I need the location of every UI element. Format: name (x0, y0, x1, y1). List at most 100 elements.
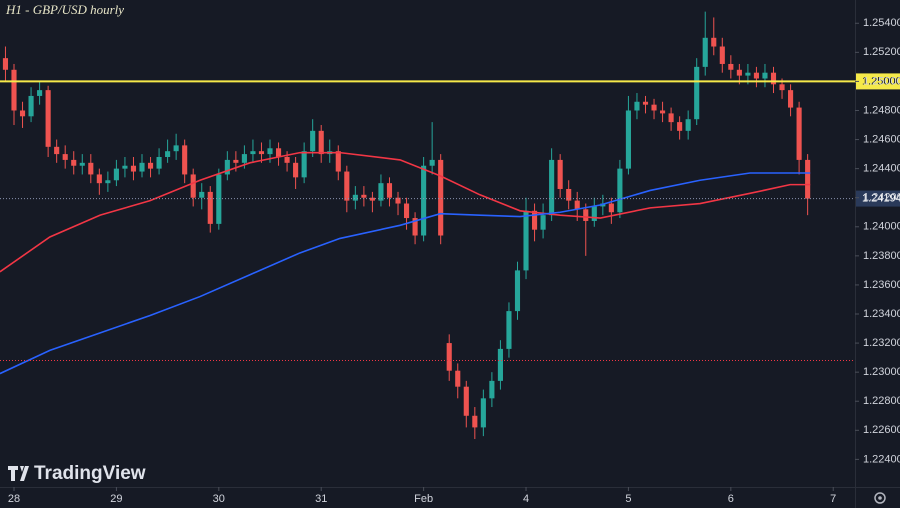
candle-body (753, 72, 759, 79)
candle-body (531, 210, 538, 230)
y-tick-label: 1.24200 (863, 192, 900, 204)
candle-body (250, 151, 256, 155)
y-tick-label: 1.23800 (863, 250, 900, 262)
candle-body (506, 311, 512, 349)
candle-body (352, 194, 358, 201)
candle-body (37, 90, 43, 96)
candle-body (651, 104, 657, 111)
candle-body (574, 200, 580, 210)
logo-icon (8, 466, 29, 481)
settings-gear[interactable] (874, 492, 886, 504)
candle-body (549, 159, 555, 216)
candle-body (463, 386, 469, 416)
candle-body (267, 148, 273, 155)
candle-body (497, 348, 503, 381)
candle-body (677, 122, 683, 131)
candle-body (182, 145, 188, 175)
last-price-tag (856, 190, 900, 207)
candle-body (566, 188, 572, 201)
candle-body (54, 146, 60, 155)
candle-body (96, 174, 102, 184)
settings-icon[interactable] (874, 492, 886, 504)
y-tick-label: 1.22800 (863, 395, 900, 407)
candle-body (190, 174, 196, 198)
watermark: TradingView (34, 463, 146, 484)
candle-body (71, 159, 77, 166)
x-tick-label: 31 (315, 493, 327, 505)
candle-body (79, 162, 85, 166)
candle-body (361, 194, 367, 198)
y-tick-label: 1.25200 (863, 46, 900, 58)
candle-body (395, 197, 401, 204)
candle-body (301, 151, 307, 178)
candle-body (344, 171, 350, 201)
candle-body (113, 168, 119, 181)
candle-body (335, 151, 341, 172)
moving-average-line (0, 151, 811, 273)
y-tick-label: 1.24800 (863, 104, 900, 116)
y-tick-label: 1.23600 (863, 279, 900, 291)
logo: TradingView (8, 463, 146, 484)
y-tick-label: 1.25400 (863, 17, 900, 29)
candle-body (429, 159, 435, 166)
candle-body (224, 159, 230, 175)
candle-body (728, 63, 734, 70)
candle-body (62, 154, 68, 160)
candle-body (412, 218, 418, 236)
candle-body (139, 162, 145, 172)
candle-body (216, 174, 222, 224)
plot-area (0, 11, 811, 440)
candle-body (130, 165, 137, 172)
x-tick-label: 7 (830, 493, 836, 505)
candle-body (711, 37, 717, 47)
y-tick-label: 1.22400 (863, 453, 900, 465)
candle-body (642, 101, 649, 105)
candle-body (668, 113, 674, 123)
candle-body (770, 72, 777, 85)
x-tick-label: 30 (213, 493, 225, 505)
candle-body (403, 203, 410, 219)
candle-body (293, 162, 299, 178)
y-tick-label: 1.23000 (863, 366, 900, 378)
candle-body (284, 157, 290, 163)
y-tick-label: 1.24400 (863, 163, 900, 175)
candle-body (386, 183, 393, 198)
settings-center (878, 496, 882, 500)
candle-body (147, 162, 154, 169)
y-tick-label: 1.24000 (863, 221, 900, 233)
candle-body (105, 180, 111, 184)
candle-body (745, 72, 751, 76)
candle-body (591, 206, 597, 221)
candle-body (480, 398, 486, 428)
candle-body (805, 159, 811, 199)
x-tick-label: 29 (110, 493, 122, 505)
x-tick-label: 5 (625, 493, 631, 505)
last-price-label: 1.24194 (862, 192, 900, 204)
candle-body (523, 210, 529, 271)
candle-body (540, 215, 546, 230)
candle-body (122, 165, 128, 169)
candle-body (88, 162, 94, 175)
candle-body (796, 107, 802, 160)
x-tick-label: 4 (523, 493, 529, 505)
candle-body (625, 110, 631, 169)
x-tick-label: Feb (414, 493, 433, 505)
candle-body (421, 165, 427, 236)
candle-body (369, 197, 375, 201)
candle-body (719, 46, 725, 64)
candle-body (275, 148, 282, 158)
candle-body (2, 58, 9, 70)
candle-body (233, 159, 239, 163)
candle-body (199, 191, 205, 198)
level-tag (856, 73, 900, 90)
candle-body (438, 159, 444, 236)
candle-body (19, 110, 26, 117)
candle-body (207, 191, 213, 224)
x-tick-label: 28 (8, 493, 20, 505)
y-tick-label: 1.23400 (863, 308, 900, 320)
candle-body (241, 154, 247, 163)
candle-body (514, 270, 521, 312)
candle-body (634, 101, 640, 111)
y-tick-label: 1.23200 (863, 337, 900, 349)
